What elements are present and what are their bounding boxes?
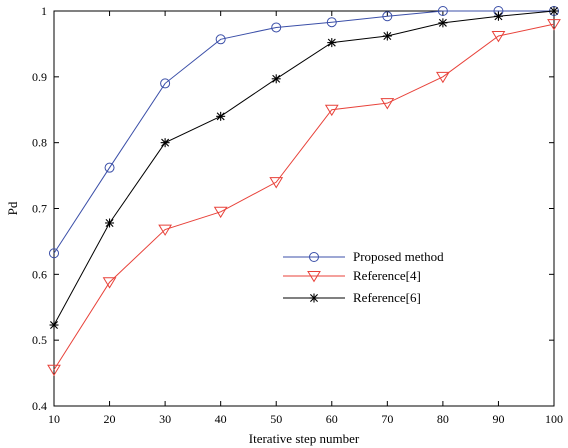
legend-entry: Reference[4] [283, 268, 421, 283]
series-line [53, 23, 555, 371]
y-tick-label: 0.5 [32, 333, 47, 347]
y-tick-label: 0.6 [32, 267, 47, 281]
data-point [102, 277, 117, 289]
legend-label: Reference[6] [353, 290, 421, 305]
data-point [436, 71, 450, 84]
series-line [53, 10, 555, 326]
x-tick-label: 30 [159, 412, 171, 426]
y-tick-label: 1 [41, 4, 47, 18]
data-point [382, 31, 392, 41]
legend-entry: Reference[6] [283, 290, 421, 305]
data-point [438, 18, 448, 28]
data-point [160, 138, 170, 148]
x-tick-label: 90 [492, 412, 504, 426]
data-point [105, 218, 115, 228]
series-reference-6 [49, 6, 559, 330]
data-point [324, 104, 339, 117]
x-axis-label: Iterative step number [249, 431, 360, 446]
y-axis-label: Pd [5, 201, 20, 215]
legend-label: Reference[4] [353, 268, 421, 283]
data-point [491, 31, 506, 43]
legend-marker [309, 293, 319, 303]
data-point [327, 38, 337, 48]
data-point [547, 19, 561, 31]
legend-label: Proposed method [353, 249, 444, 264]
data-point [269, 177, 284, 189]
series-reference-4 [47, 19, 561, 377]
data-point [215, 34, 226, 45]
x-tick-label: 10 [48, 412, 60, 426]
series-layer [47, 6, 561, 377]
data-point [437, 6, 448, 16]
x-tick-label: 40 [215, 412, 227, 426]
y-tick-label: 0.9 [32, 70, 47, 84]
data-point [326, 17, 337, 28]
x-tick-label: 50 [270, 412, 282, 426]
data-point [549, 6, 559, 16]
x-tick-label: 100 [545, 412, 563, 426]
data-point [382, 11, 393, 22]
data-point [160, 78, 171, 89]
legend-marker [309, 252, 319, 262]
y-tick-label: 0.8 [32, 136, 47, 150]
data-point [104, 162, 115, 173]
data-point [380, 98, 395, 110]
x-tick-label: 70 [381, 412, 393, 426]
plot-border [53, 10, 555, 407]
legend-marker [307, 271, 321, 283]
series-line [53, 10, 554, 254]
x-tick-label: 60 [326, 412, 338, 426]
data-point [216, 111, 226, 121]
data-point [271, 74, 281, 84]
data-point [271, 22, 282, 33]
data-point [47, 364, 61, 377]
legend-entry: Proposed method [283, 249, 444, 264]
data-point [49, 248, 59, 259]
data-point [213, 206, 228, 219]
data-point [49, 320, 59, 330]
y-tick-label: 0.7 [32, 202, 47, 216]
series-proposed-method [49, 6, 559, 259]
data-point [158, 224, 172, 236]
legend: Proposed method Reference[4] Reference[6] [283, 249, 444, 305]
x-tick-label: 80 [437, 412, 449, 426]
data-point [493, 11, 503, 21]
plot-area [53, 10, 555, 407]
y-tick-label: 0.4 [32, 399, 47, 413]
axis-ticks: 10 20 30 40 50 60 70 80 90 100 0.4 0.5 0.6 0.7 0.8 0.9 1 [32, 4, 563, 426]
x-tick-label: 20 [104, 412, 116, 426]
